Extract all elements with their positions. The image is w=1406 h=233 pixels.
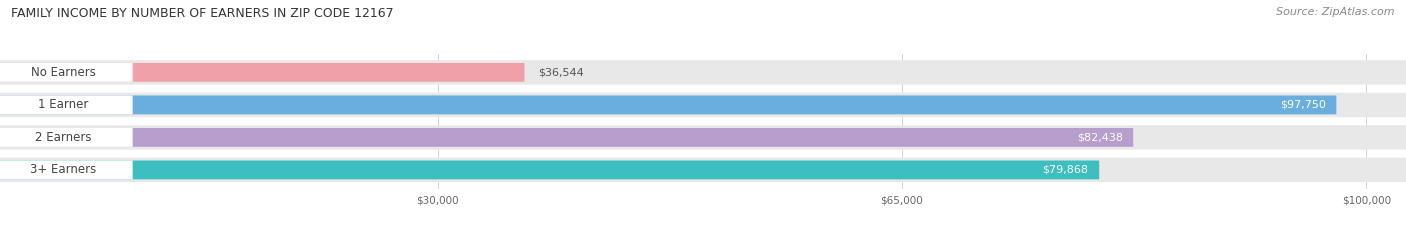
FancyBboxPatch shape [0, 93, 1406, 117]
Text: $36,544: $36,544 [537, 67, 583, 77]
FancyBboxPatch shape [0, 161, 132, 179]
Text: Source: ZipAtlas.com: Source: ZipAtlas.com [1277, 7, 1395, 17]
Text: No Earners: No Earners [31, 66, 96, 79]
FancyBboxPatch shape [0, 60, 1406, 85]
FancyBboxPatch shape [0, 63, 132, 82]
Text: 1 Earner: 1 Earner [38, 98, 89, 111]
FancyBboxPatch shape [0, 96, 132, 114]
Text: $79,868: $79,868 [1043, 165, 1088, 175]
FancyBboxPatch shape [0, 128, 1133, 147]
Text: $97,750: $97,750 [1279, 100, 1326, 110]
FancyBboxPatch shape [0, 96, 1336, 114]
Text: 2 Earners: 2 Earners [35, 131, 91, 144]
FancyBboxPatch shape [0, 161, 1099, 179]
Text: 3+ Earners: 3+ Earners [30, 163, 96, 176]
FancyBboxPatch shape [0, 158, 1406, 182]
Text: $82,438: $82,438 [1077, 132, 1122, 142]
FancyBboxPatch shape [0, 128, 132, 147]
FancyBboxPatch shape [0, 63, 524, 82]
FancyBboxPatch shape [0, 125, 1406, 150]
Text: FAMILY INCOME BY NUMBER OF EARNERS IN ZIP CODE 12167: FAMILY INCOME BY NUMBER OF EARNERS IN ZI… [11, 7, 394, 20]
